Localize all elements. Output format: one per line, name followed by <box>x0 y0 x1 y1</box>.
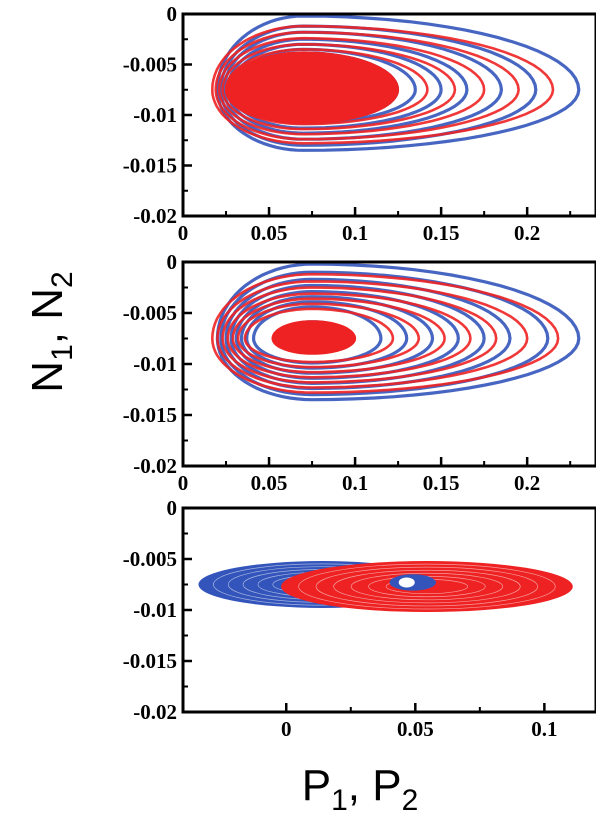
x-tick-label-1: 0.05 <box>251 221 288 245</box>
panel-bottom: 0 -0.005 -0.01 -0.015 -0.02 0 0.05 0.1 <box>123 496 596 741</box>
y-axis-title: N1, N2 <box>23 271 79 392</box>
series-red-loop-2 <box>216 280 529 389</box>
plot-area <box>210 14 581 152</box>
x-tick-label-0: 0 <box>178 221 189 245</box>
y-tick-label-2: -0.01 <box>133 352 177 376</box>
x-tick-label-3: 0.15 <box>423 471 460 495</box>
panel-top: 0-0.005-0.01-0.015-0.020 0.05 0.1 0.15 0.2 <box>123 2 596 245</box>
series-red-ring-3 <box>333 569 521 604</box>
series-red-ring-2 <box>315 566 539 607</box>
series-red-filled-core <box>224 51 400 125</box>
series-red-loop-5 <box>231 297 446 374</box>
series-red-loop-1 <box>210 272 560 394</box>
x-tick-label-4: 0.2 <box>514 221 540 245</box>
series-red-loop-6 <box>236 302 421 369</box>
y-tick-label-1: -0.005 <box>123 301 177 325</box>
x-tick-label-2: 0.1 <box>342 221 368 245</box>
x-tick-label-1: 0.05 <box>251 471 288 495</box>
series-red-loop-1 <box>210 24 555 145</box>
y-tick-label-4: -0.02 <box>133 454 177 478</box>
x-tick-label-3: 0.15 <box>423 221 460 245</box>
plot-area <box>210 262 581 402</box>
series-red-loop-2 <box>214 30 520 141</box>
series-red-filled-core <box>271 320 357 355</box>
y-tick-label-1: -0.005 <box>123 53 177 77</box>
series-red-loop-7 <box>243 307 395 364</box>
y-tick-label-4: -0.02 <box>133 204 177 228</box>
y-tick-label-0: 0 <box>167 496 178 520</box>
series-blue-hole <box>398 577 415 588</box>
series-red-ring-4 <box>350 572 504 601</box>
x-tick-label-4: 0.2 <box>514 471 540 495</box>
series-red <box>210 24 555 145</box>
y-tick-label-4: -0.02 <box>133 700 177 724</box>
y-tick-label-0: 0 <box>167 2 178 26</box>
x-tick-label-2: 0.1 <box>342 471 368 495</box>
y-tick-label-1: -0.005 <box>123 547 177 571</box>
series-red-ring-1 <box>298 563 556 610</box>
series-red <box>210 272 560 394</box>
y-tick-label-3: -0.015 <box>123 154 177 178</box>
x-tick-label-1: 0.05 <box>397 717 434 741</box>
series-red-loop-3 <box>221 286 498 384</box>
x-tick-label-0: 0 <box>281 717 292 741</box>
series-red-loop-4 <box>226 292 472 379</box>
x-tick-label-2: 0.1 <box>531 717 557 741</box>
y-tick-label-3: -0.015 <box>123 649 177 673</box>
y-tick-label-3: -0.015 <box>123 403 177 427</box>
plot-area <box>198 561 573 613</box>
y-tick-label-2: -0.01 <box>133 103 177 127</box>
y-tick-label-2: -0.01 <box>133 598 177 622</box>
panel-middle: 0-0.005-0.01-0.015-0.020 0.05 0.1 0.15 0.2 <box>123 250 596 495</box>
series-red-loop-3 <box>217 36 486 136</box>
x-tick-label-0: 0 <box>178 471 189 495</box>
x-axis-title: P1, P2 <box>302 761 419 817</box>
series-blue-loop-1 <box>215 14 581 152</box>
y-tick-label-0: 0 <box>167 250 178 274</box>
series-red-loop-4 <box>221 42 457 131</box>
